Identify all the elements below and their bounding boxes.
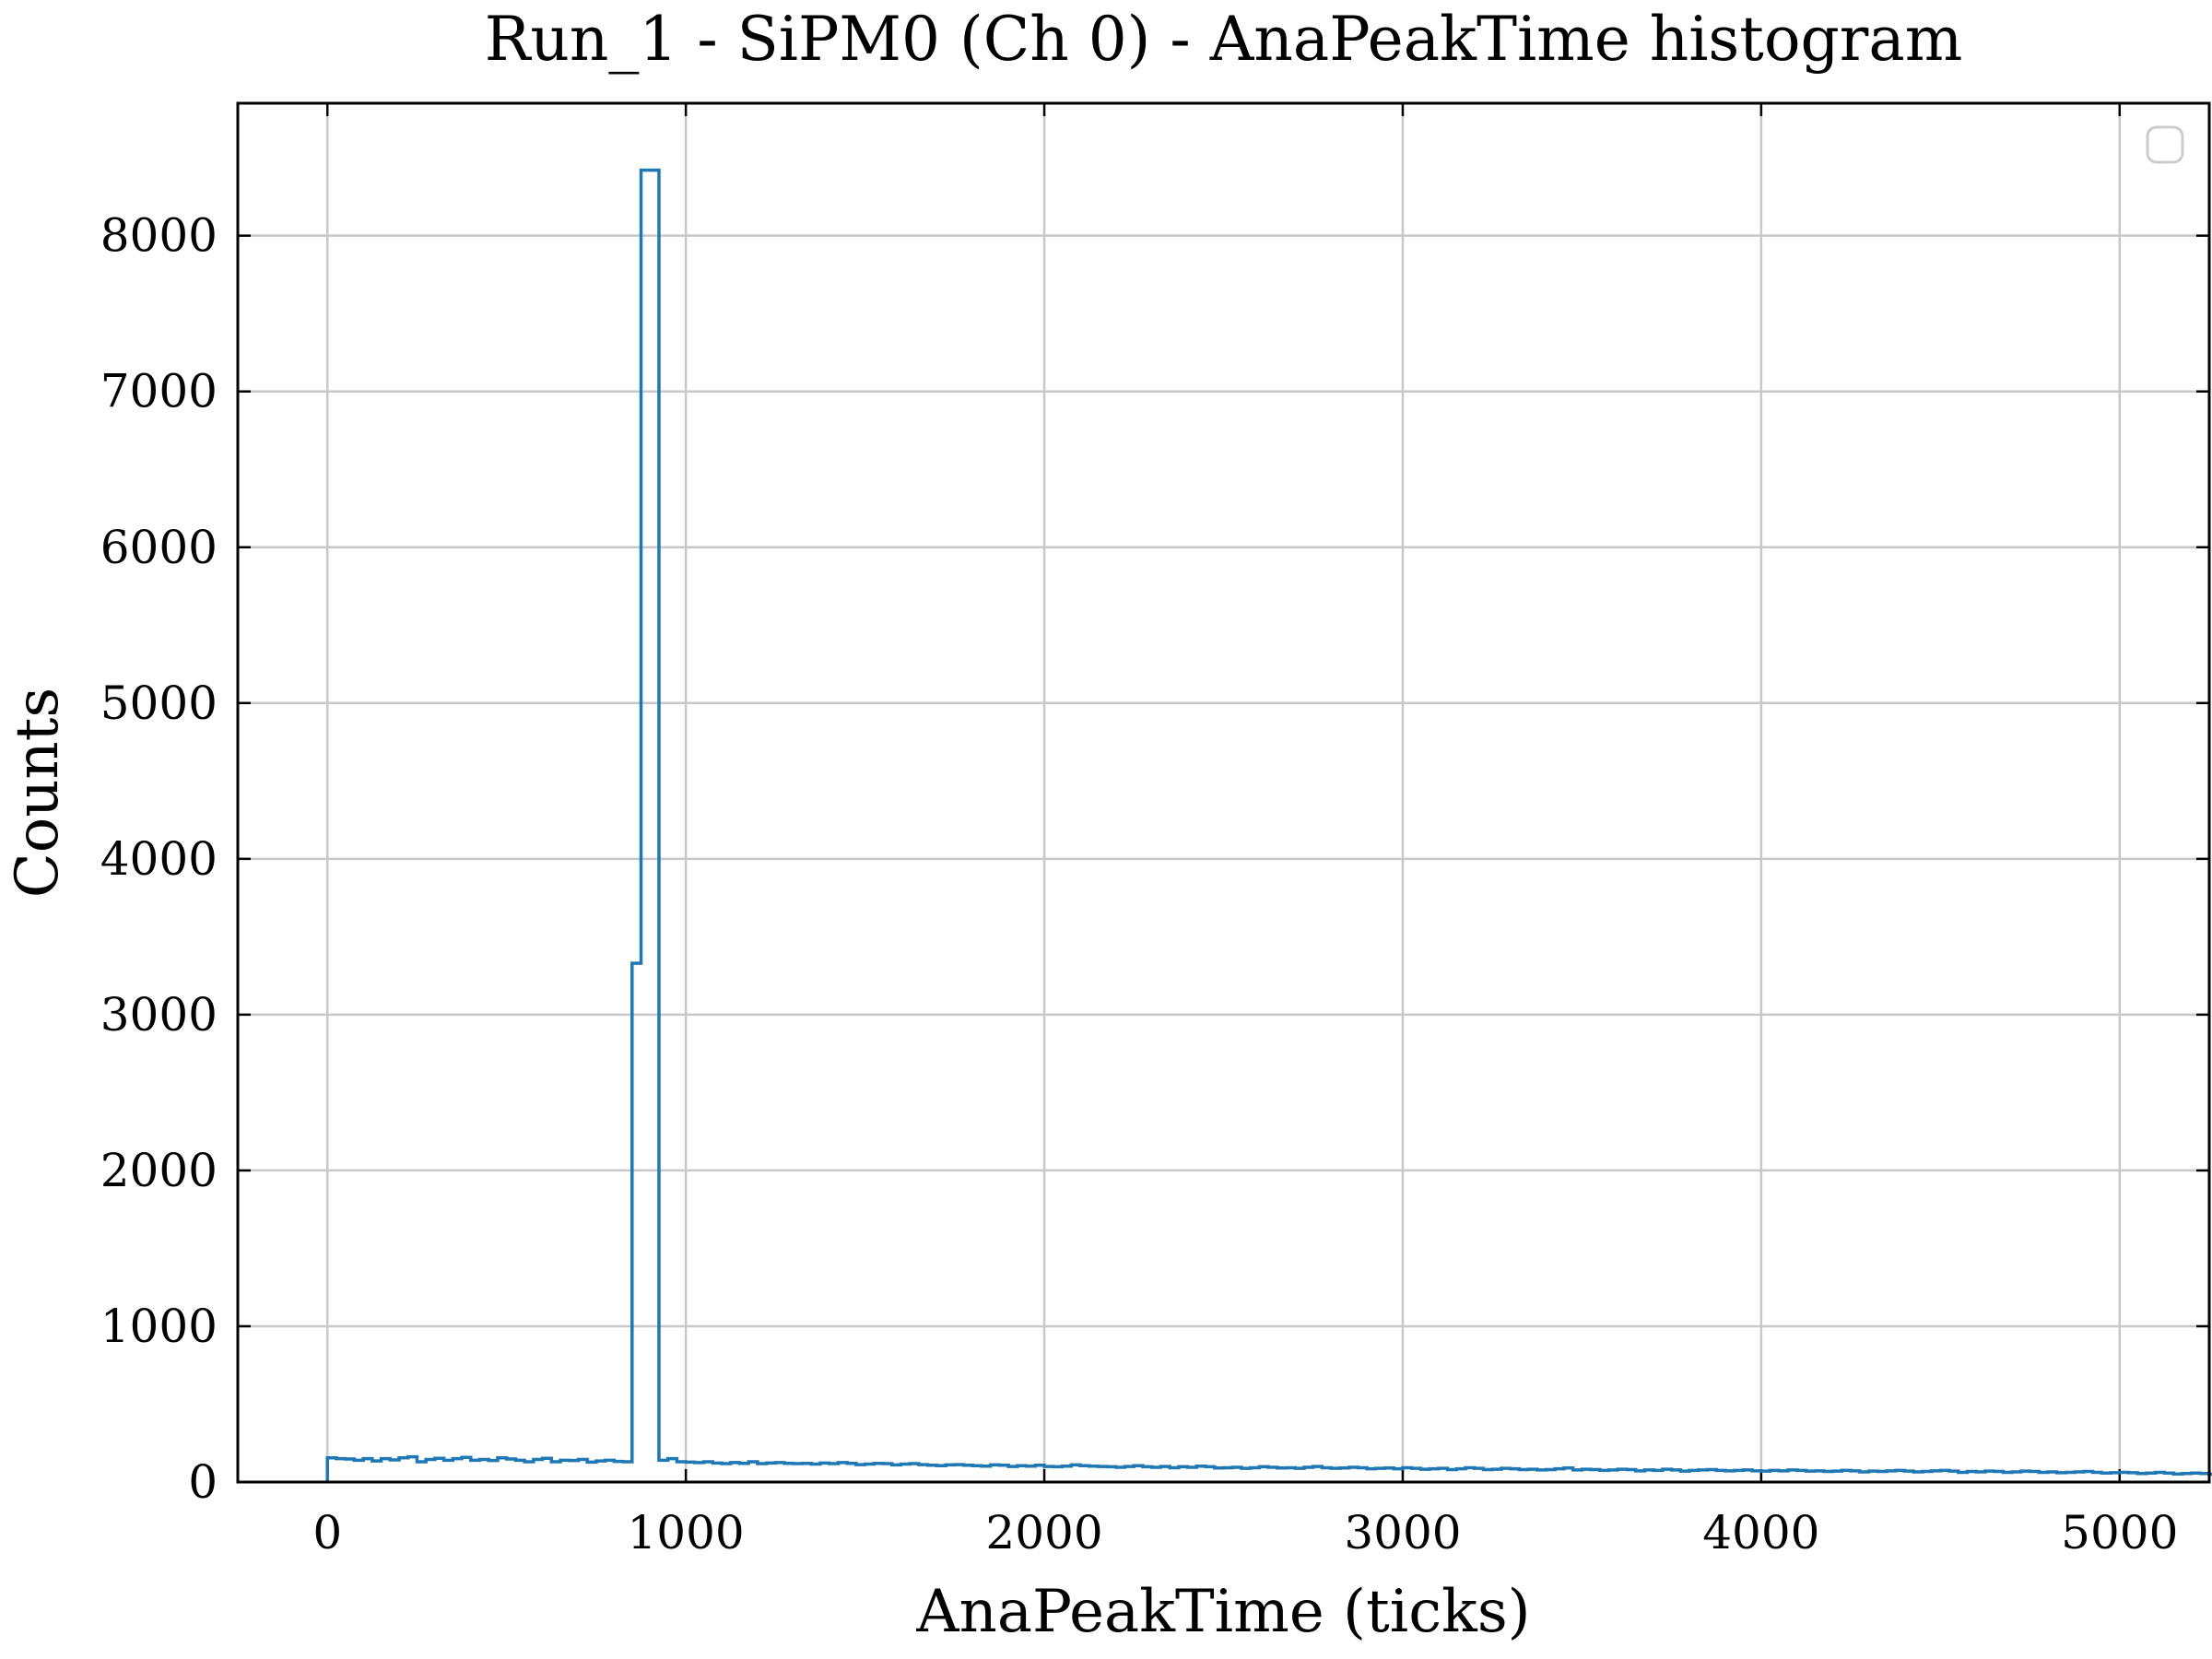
y-tick-label: 4000 — [100, 832, 218, 886]
x-tick-label: 2000 — [985, 1506, 1102, 1559]
histogram-series — [325, 168, 2212, 1482]
plot-frame — [236, 101, 2211, 1484]
x-tick-label: 1000 — [628, 1506, 745, 1559]
y-tick-label: 5000 — [100, 677, 218, 730]
chart-title: Run_1 - SiPM0 (Ch 0) - AnaPeakTime histo… — [485, 4, 1963, 75]
y-tick-label: 7000 — [100, 365, 218, 418]
y-tick-label: 8000 — [100, 209, 218, 263]
x-axis-label: AnaPeakTime (ticks) — [915, 1578, 1530, 1646]
legend-box — [2146, 125, 2184, 164]
y-tick-label: 6000 — [100, 521, 218, 574]
x-tick-label: 3000 — [1344, 1506, 1461, 1559]
y-tick-label: 1000 — [100, 1300, 218, 1353]
y-tick-label: 2000 — [100, 1144, 218, 1197]
y-tick-label: 0 — [188, 1455, 218, 1509]
grid — [238, 103, 2209, 1484]
axis-ticks: 0 1000 2000 3000 4000 5000 0 1000 2000 3000 4000 50… — [100, 103, 2209, 1559]
y-tick-label: 3000 — [100, 988, 218, 1041]
x-tick-label: 5000 — [2061, 1506, 2178, 1559]
x-tick-label: 0 — [312, 1506, 342, 1559]
y-axis-label: Counts — [4, 688, 72, 899]
x-tick-label: 4000 — [1702, 1506, 1819, 1559]
